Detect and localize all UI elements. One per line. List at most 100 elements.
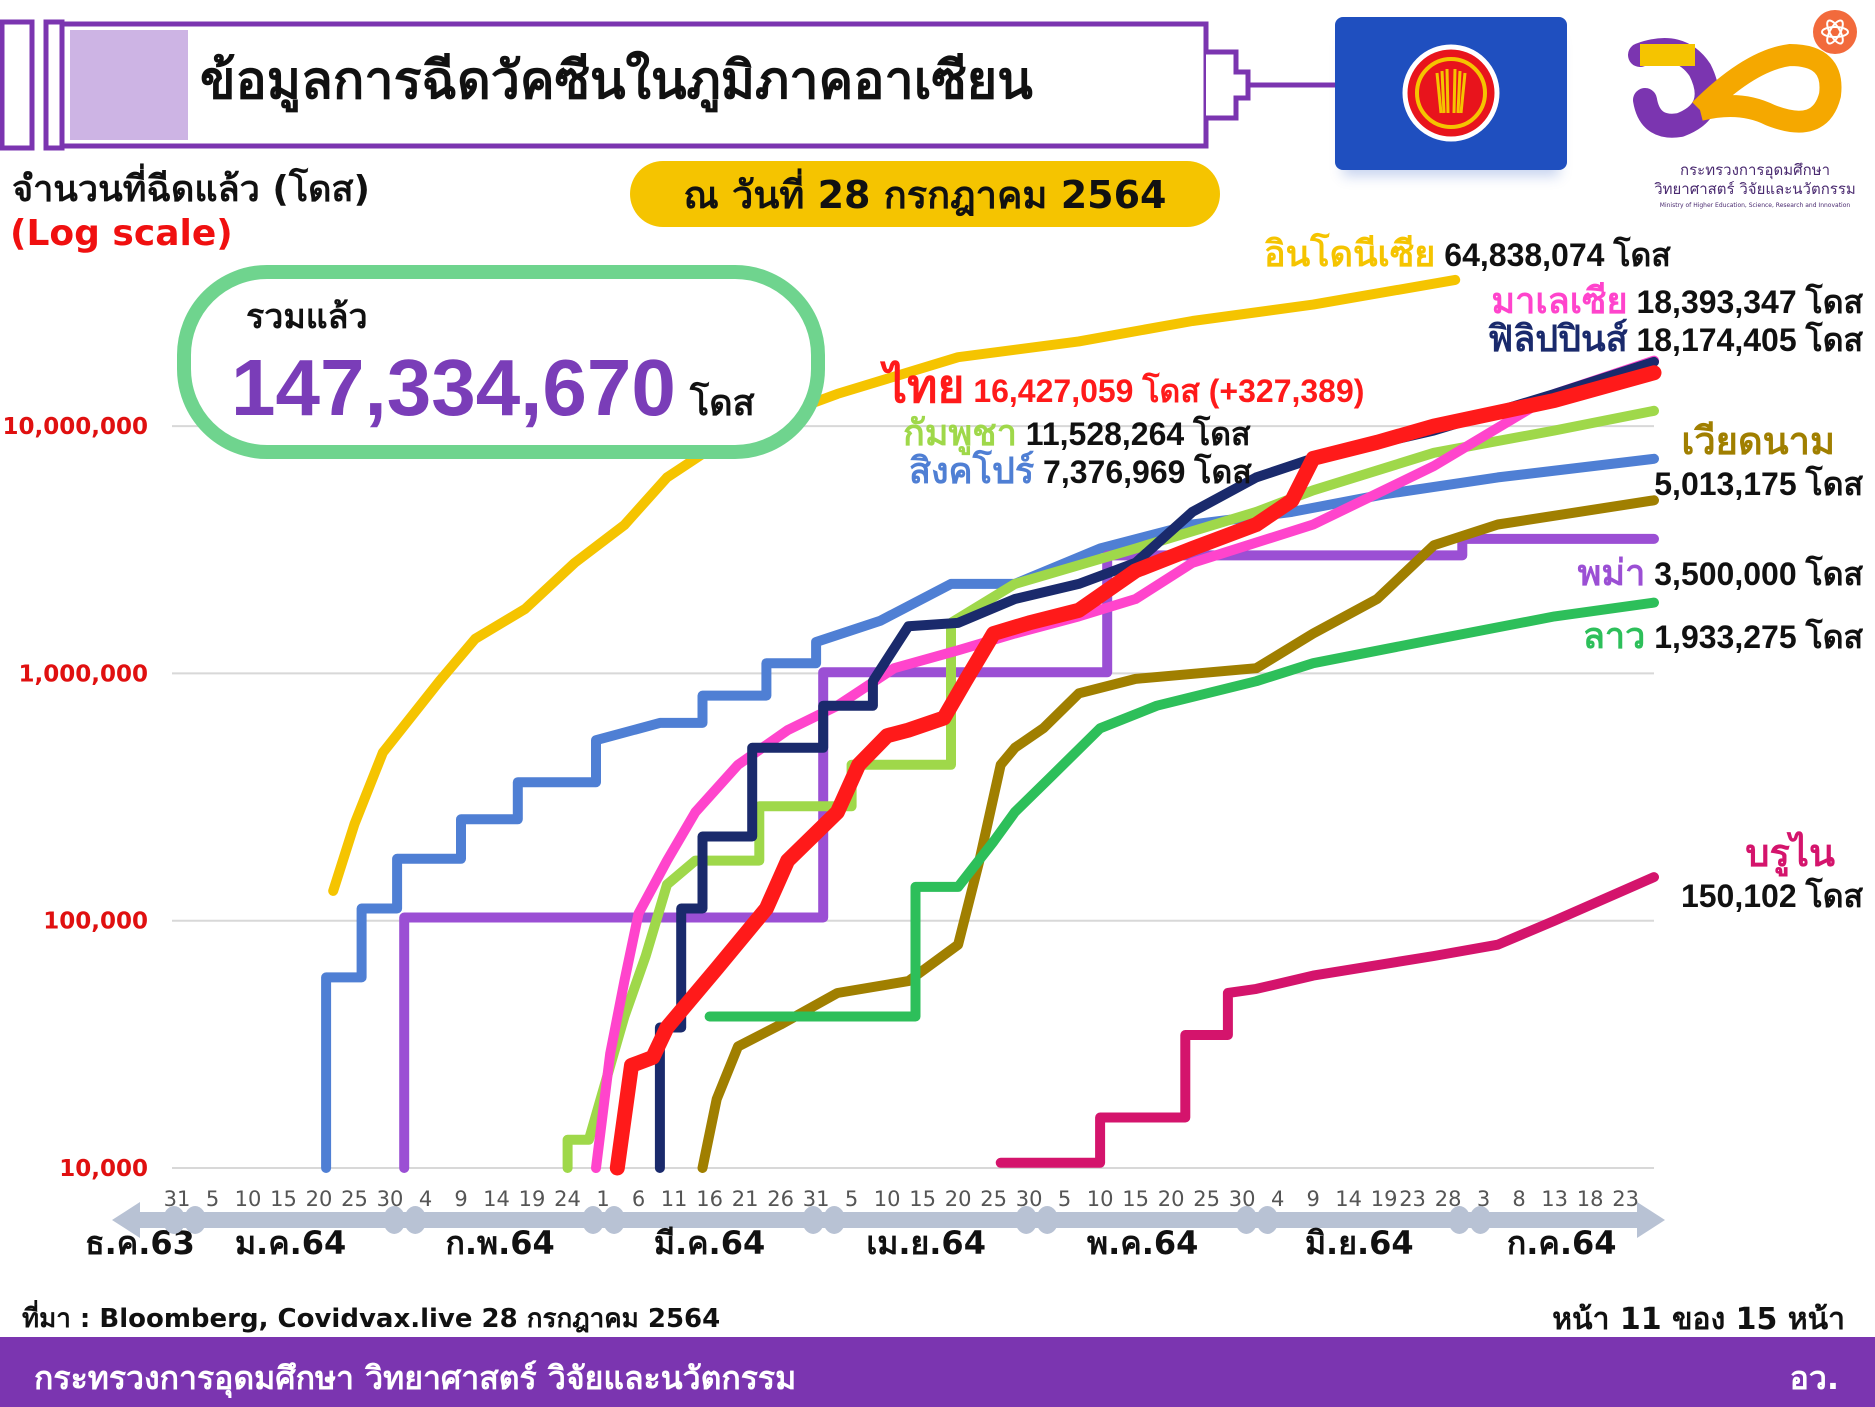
country-name: มาเลเซีย bbox=[1491, 280, 1628, 321]
label-vietnam-value: 5,013,175 โดส bbox=[1654, 466, 1863, 502]
month-boundary-marker bbox=[1256, 1206, 1279, 1234]
atom-icon bbox=[1813, 10, 1857, 54]
month-label: ม.ค.64 bbox=[235, 1224, 346, 1262]
x-tick-label: 24 bbox=[554, 1187, 581, 1211]
syringe-banner bbox=[0, 19, 1336, 151]
x-tick-label: 3 bbox=[1477, 1187, 1490, 1211]
ministry-name: กระทรวงการอุดมศึกษา วิทยาศาสตร์ วิจัยและ… bbox=[34, 1359, 797, 1397]
footer-bar: กระทรวงการอุดมศึกษา วิทยาศาสตร์ วิจัยและ… bbox=[0, 1337, 1875, 1407]
country-name: สิงคโปร์ bbox=[909, 450, 1035, 491]
x-tick-label: 30 bbox=[1016, 1187, 1043, 1211]
unit: โดส bbox=[1805, 284, 1864, 320]
x-tick-label: 31 bbox=[164, 1187, 191, 1211]
arrow-right-icon bbox=[1637, 1202, 1665, 1238]
month-boundary-marker bbox=[1448, 1206, 1471, 1234]
series-line-brunei bbox=[995, 872, 1659, 1168]
x-tick-label: 15 bbox=[270, 1187, 297, 1211]
logo-text-1: กระทรวงการอุดมศึกษา bbox=[1680, 161, 1830, 180]
month-label: ก.ค.64 bbox=[1507, 1224, 1617, 1262]
total-label: รวมแล้ว bbox=[246, 297, 368, 337]
label-indonesia: อินโดนีเซีย 64,838,074 โดส bbox=[1264, 233, 1671, 274]
unit: โดส bbox=[1805, 466, 1864, 502]
series-line-philippines bbox=[654, 356, 1659, 1173]
country-name: พม่า bbox=[1577, 552, 1646, 593]
unit: โดส bbox=[1805, 878, 1864, 914]
arrow-left-icon bbox=[112, 1202, 140, 1238]
label-philippines: ฟิลิปปินส์ 18,174,405 โดส bbox=[1488, 321, 1864, 359]
unit: โดส bbox=[1613, 237, 1671, 273]
dose-count: 3,500,000 bbox=[1654, 556, 1797, 592]
total-unit: โดส bbox=[689, 382, 755, 423]
unit: โดส bbox=[1193, 416, 1251, 452]
label-brunei-name: บรูไน bbox=[1745, 833, 1835, 875]
x-tick-label: 30 bbox=[1229, 1187, 1256, 1211]
unit: โดส bbox=[1194, 454, 1252, 490]
total-doses-box: รวมแล้ว 147,334,670 โดส bbox=[177, 265, 825, 459]
month-boundary-marker bbox=[1469, 1206, 1492, 1234]
ministry-logo: กระทรวงการอุดมศึกษา วิทยาศาสตร์ วิจัยและ… bbox=[1628, 10, 1857, 209]
series-line-thailand bbox=[609, 365, 1662, 1176]
total-row: 147,334,670 โดส bbox=[231, 343, 755, 433]
x-tick-label: 28 bbox=[1435, 1187, 1462, 1211]
unit: โดส bbox=[1805, 619, 1864, 655]
page-title: ข้อมูลการฉีดวัคซีนในภูมิภาคอาเซียน bbox=[200, 51, 1033, 111]
x-tick-label: 13 bbox=[1541, 1187, 1568, 1211]
x-tick-label: 5 bbox=[845, 1187, 858, 1211]
label-myanmar: พม่า 3,500,000 โดส bbox=[1577, 552, 1864, 593]
dose-count: 18,393,347 bbox=[1636, 284, 1797, 320]
country-name: ลาว bbox=[1582, 615, 1646, 656]
x-tick-label: 31 bbox=[803, 1187, 830, 1211]
unit: โดส bbox=[1805, 322, 1864, 358]
x-tick-label: 5 bbox=[1058, 1187, 1071, 1211]
x-tick-label: 20 bbox=[945, 1187, 972, 1211]
series-line-indonesia bbox=[328, 274, 1461, 896]
x-tick-label: 25 bbox=[341, 1187, 368, 1211]
month-label: พ.ค.64 bbox=[1087, 1224, 1198, 1262]
month-boundary-marker bbox=[1015, 1206, 1038, 1234]
unit: โดส bbox=[1142, 373, 1200, 409]
dose-count: 150,102 bbox=[1680, 878, 1797, 914]
x-tick-label: 11 bbox=[661, 1187, 688, 1211]
label-laos: ลาว 1,933,275 โดส bbox=[1582, 615, 1864, 656]
x-tick-label: 10 bbox=[235, 1187, 262, 1211]
x-tick-label: 1 bbox=[596, 1187, 609, 1211]
x-tick-label: 25 bbox=[1193, 1187, 1220, 1211]
x-tick-label: 19 bbox=[519, 1187, 546, 1211]
asean-emblem-icon bbox=[1402, 44, 1500, 142]
x-tick-label: 20 bbox=[1158, 1187, 1185, 1211]
x-tick-label: 15 bbox=[909, 1187, 936, 1211]
daily-change: (+327,389) bbox=[1208, 373, 1365, 409]
x-tick-label: 8 bbox=[1512, 1187, 1525, 1211]
x-tick-label: 14 bbox=[1335, 1187, 1362, 1211]
dose-count: 1,933,275 bbox=[1654, 619, 1797, 655]
series-line-singapore bbox=[321, 453, 1659, 1173]
logo-text-3: Ministry of Higher Education, Science, R… bbox=[1660, 202, 1851, 209]
month-boundary-marker bbox=[163, 1206, 186, 1234]
x-tick-label: 10 bbox=[1087, 1187, 1114, 1211]
x-tick-label: 19 bbox=[1371, 1187, 1398, 1211]
month-label: เม.ย.64 bbox=[866, 1224, 986, 1262]
x-tick-label: 18 bbox=[1577, 1187, 1604, 1211]
dose-count: 7,376,969 bbox=[1043, 454, 1186, 490]
month-boundary-marker bbox=[184, 1206, 207, 1234]
country-name: ไทย bbox=[884, 360, 965, 412]
y-tick-label: 10,000,000 bbox=[2, 414, 148, 440]
dose-count: 5,013,175 bbox=[1654, 466, 1797, 502]
asean-flag bbox=[1335, 17, 1567, 170]
x-tick-label: 26 bbox=[767, 1187, 794, 1211]
dose-count: 11,528,264 bbox=[1025, 416, 1185, 452]
date-badge: ณ วันที่ 28 กรกฎาคม 2564 bbox=[630, 161, 1220, 227]
month-boundary-marker bbox=[802, 1206, 825, 1234]
month-boundary-marker bbox=[1036, 1206, 1059, 1234]
label-thailand: ไทย 16,427,059 โดส (+327,389) bbox=[884, 362, 1364, 410]
unit: โดส bbox=[1805, 556, 1864, 592]
country-name: อินโดนีเซีย bbox=[1264, 233, 1436, 274]
label-singapore: สิงคโปร์ 7,376,969 โดส bbox=[909, 450, 1252, 491]
x-tick-label: 4 bbox=[1271, 1187, 1284, 1211]
dose-count: 16,427,059 bbox=[973, 373, 1134, 409]
x-tick-label: 15 bbox=[1122, 1187, 1149, 1211]
month-boundary-marker bbox=[404, 1206, 427, 1234]
series-line-malaysia bbox=[591, 355, 1659, 1173]
label-malaysia: มาเลเซีย 18,393,347 โดส bbox=[1491, 280, 1864, 321]
